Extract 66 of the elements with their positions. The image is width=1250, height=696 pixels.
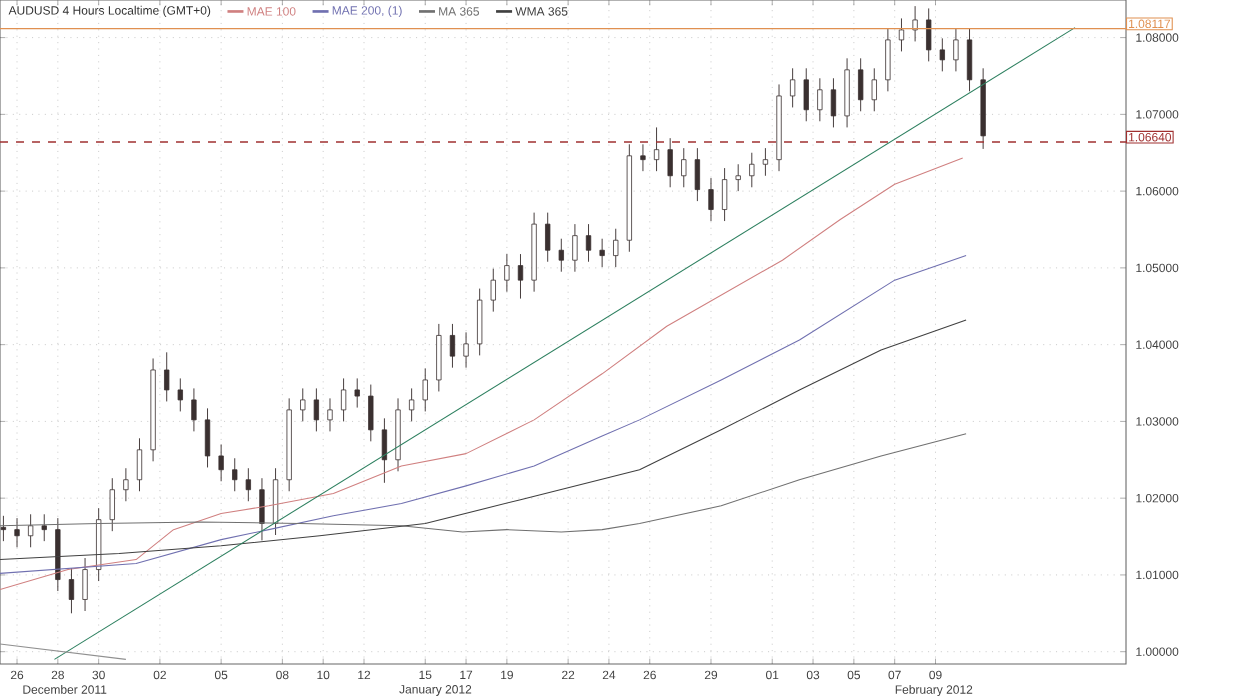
- candlestick: [721, 167, 728, 222]
- candlestick: [789, 67, 796, 108]
- candlestick: [177, 377, 183, 412]
- candlestick: [613, 228, 619, 268]
- candlestick: [313, 387, 320, 432]
- candlestick: [422, 367, 428, 412]
- candlestick: [82, 557, 88, 612]
- candlestick: [762, 147, 769, 177]
- candlestick: [558, 238, 564, 273]
- candlestick: [300, 387, 306, 422]
- candlestick: [0, 515, 7, 542]
- candlestick: [545, 212, 551, 263]
- candlestick: [912, 5, 918, 42]
- candlestick: [449, 323, 456, 369]
- candlestick: [463, 331, 469, 369]
- candlestick: [803, 67, 809, 122]
- candlestick: [830, 77, 837, 128]
- candlestick: [41, 513, 47, 542]
- candlestick: [735, 163, 741, 192]
- candlestick: [749, 152, 755, 188]
- candlestick: [694, 147, 701, 202]
- candlestick: [436, 323, 442, 392]
- candlestick: [368, 384, 374, 442]
- candlestick: [681, 147, 687, 188]
- candlestick: [599, 238, 605, 268]
- candlestick: [585, 223, 592, 263]
- candlestick: [245, 467, 251, 502]
- candlestick: [572, 223, 578, 273]
- candlestick: [517, 253, 524, 300]
- candlestick: [68, 567, 75, 614]
- candlestick: [27, 513, 34, 548]
- candlestick: [490, 268, 496, 313]
- candlestick: [109, 477, 115, 532]
- candlestick: [640, 143, 646, 172]
- candlestick: [123, 467, 129, 502]
- candlestick: [504, 253, 510, 293]
- candlestick: [14, 517, 20, 548]
- candlestick: [408, 387, 415, 422]
- candlestick: [858, 57, 864, 112]
- candlestick: [966, 27, 973, 92]
- candlestick: [871, 67, 877, 112]
- candlestick: [218, 443, 224, 482]
- candlestick: [204, 407, 211, 468]
- candlestick: [953, 27, 959, 72]
- candlestick: [939, 37, 945, 72]
- line-series: [0, 319, 967, 561]
- candlestick: [844, 57, 850, 128]
- line-series: [0, 255, 967, 574]
- candlestick: [667, 137, 673, 188]
- candlestick: [381, 417, 388, 484]
- candlestick: [354, 377, 360, 409]
- candlestick: [817, 77, 823, 122]
- candlestick: [164, 351, 170, 402]
- candlestick: [191, 387, 197, 432]
- candlestick: [136, 437, 143, 492]
- candlestick: [232, 457, 238, 492]
- candlestick: [926, 7, 932, 62]
- candlestick: [898, 17, 905, 52]
- candlestick: [653, 126, 660, 172]
- candlestick: [885, 27, 891, 92]
- candlestick: [259, 477, 265, 541]
- candlestick: [340, 377, 347, 422]
- candlestick: [477, 288, 483, 356]
- candlestick: [327, 397, 333, 432]
- line-series: [0, 157, 964, 591]
- candlestick: [708, 177, 714, 222]
